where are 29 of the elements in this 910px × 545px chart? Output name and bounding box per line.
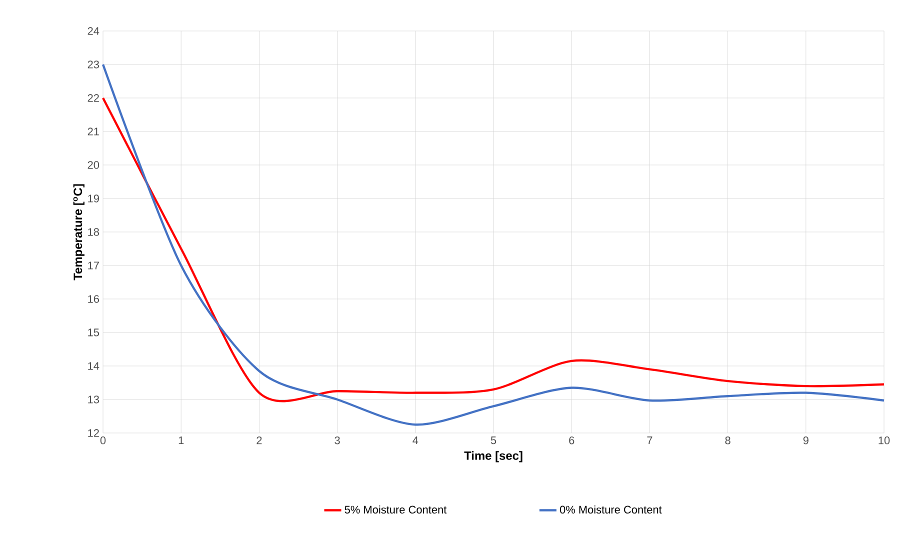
y-tick-label: 16 — [88, 295, 99, 303]
y-tick-label: 24 — [88, 27, 100, 35]
y-axis-title: Temperature [$^{o}$C] — [73, 184, 84, 280]
x-tick-label: 5 — [490, 436, 496, 444]
y-tick-label: 13 — [88, 396, 99, 404]
x-tick-label: 3 — [334, 436, 340, 444]
x-tick-label: 7 — [647, 436, 652, 444]
y-tick-label: 15 — [88, 328, 100, 336]
y-tick-label: 12 — [88, 429, 99, 437]
y-tick-label: 18 — [88, 228, 99, 236]
line-series — [102, 63, 886, 426]
y-tick-label: 21 — [88, 128, 99, 136]
y-tick-label: 23 — [88, 60, 99, 68]
x-tick-label: 0 — [100, 436, 106, 444]
legend-label: 5% Moisture Content — [344, 506, 447, 514]
x-tick-label: 2 — [256, 436, 262, 444]
y-tick-label: 17 — [88, 262, 99, 270]
x-tick-label: 9 — [803, 436, 808, 444]
y-tick-label: 14 — [88, 362, 100, 370]
y-tick-label: 19 — [88, 194, 99, 202]
x-tick-label: 1 — [178, 436, 184, 444]
x-tick-label: 8 — [725, 436, 730, 444]
x-tick-label: 4 — [412, 436, 418, 444]
y-tick-label: 20 — [88, 161, 100, 169]
x-tick-label: 6 — [569, 436, 574, 444]
x-tick-label: 10 — [878, 436, 890, 444]
y-tick-label: 22 — [88, 94, 99, 102]
legend-label: 0% Moisture Content — [560, 506, 662, 514]
x-axis-title: Time [sec] — [464, 451, 522, 462]
